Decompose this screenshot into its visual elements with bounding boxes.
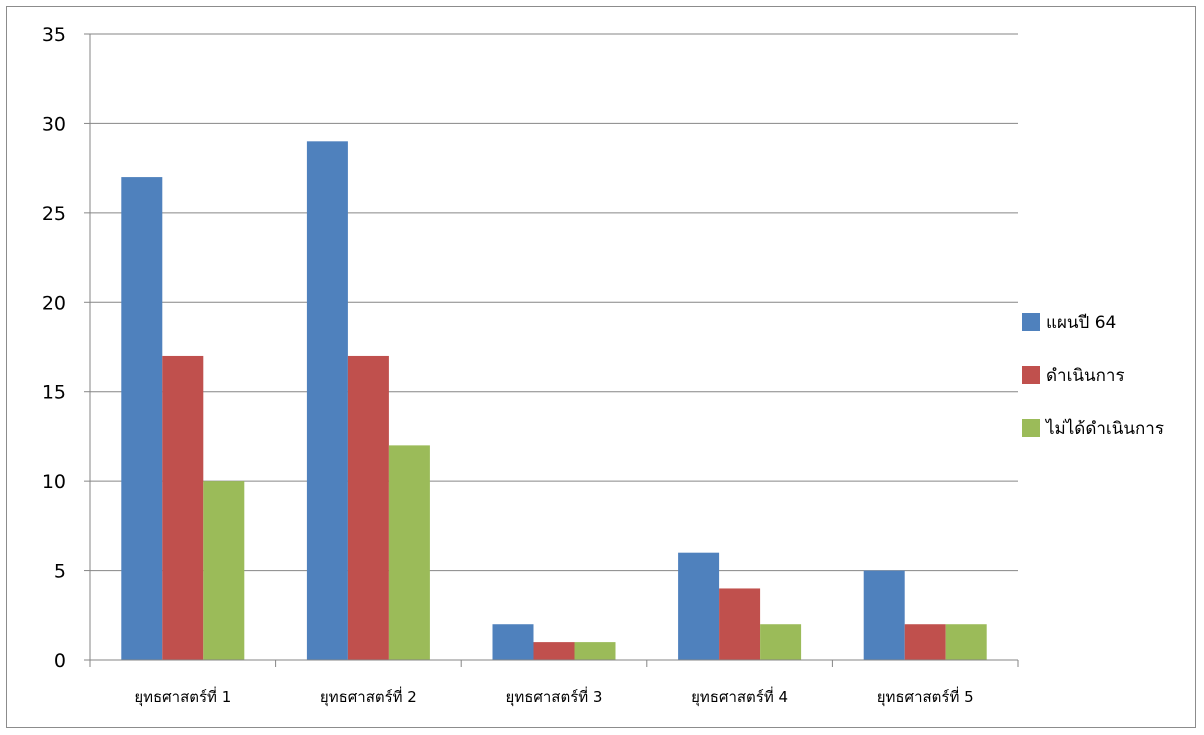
bar [904,624,946,660]
legend-label: ไม่ได้ดำเนินการ [1044,418,1164,439]
x-tick-label: ยุทธศาสตร์ที่ 2 [320,686,417,707]
bar [863,570,905,660]
x-tick-label: ยุทธศาสตร์ที่ 4 [691,686,788,707]
bar [678,552,720,660]
legend-label: ดำเนินการ [1046,366,1125,386]
y-tick-label: 10 [42,471,66,493]
bar [533,642,575,660]
x-tick-label: ยุทธศาสตร์ที่ 5 [877,686,974,707]
bar [388,445,430,660]
bar [121,177,163,661]
legend-label: แผนปี 64 [1046,313,1116,333]
bar [945,624,987,660]
bar [306,141,348,661]
bar [760,624,802,660]
legend-swatch [1022,313,1040,331]
y-tick-label: 30 [42,113,66,135]
y-axis-ticks: 0 5 10 15 20 25 30 35 [42,24,91,672]
y-tick-label: 5 [54,561,66,583]
x-tick-label: ยุทธศาสตร์ที่ 1 [134,686,231,707]
bar [347,355,389,660]
legend-swatch [1022,419,1040,437]
y-tick-label: 35 [42,24,66,46]
legend-swatch [1022,366,1040,384]
bar [492,624,534,660]
y-tick-label: 20 [42,292,66,314]
bar [203,481,245,660]
bar [574,642,616,660]
y-tick-label: 15 [42,382,66,404]
x-axis: ยุทธศาสตร์ที่ 1 ยุทธศาสตร์ที่ 2 ยุทธศาสตร์… [89,659,1019,707]
bar [719,588,761,660]
x-tick-label: ยุทธศาสตร์ที่ 3 [506,686,603,707]
y-tick-label: 0 [54,650,66,672]
y-tick-label: 25 [42,203,66,225]
bars [121,141,987,661]
bar [162,355,204,660]
